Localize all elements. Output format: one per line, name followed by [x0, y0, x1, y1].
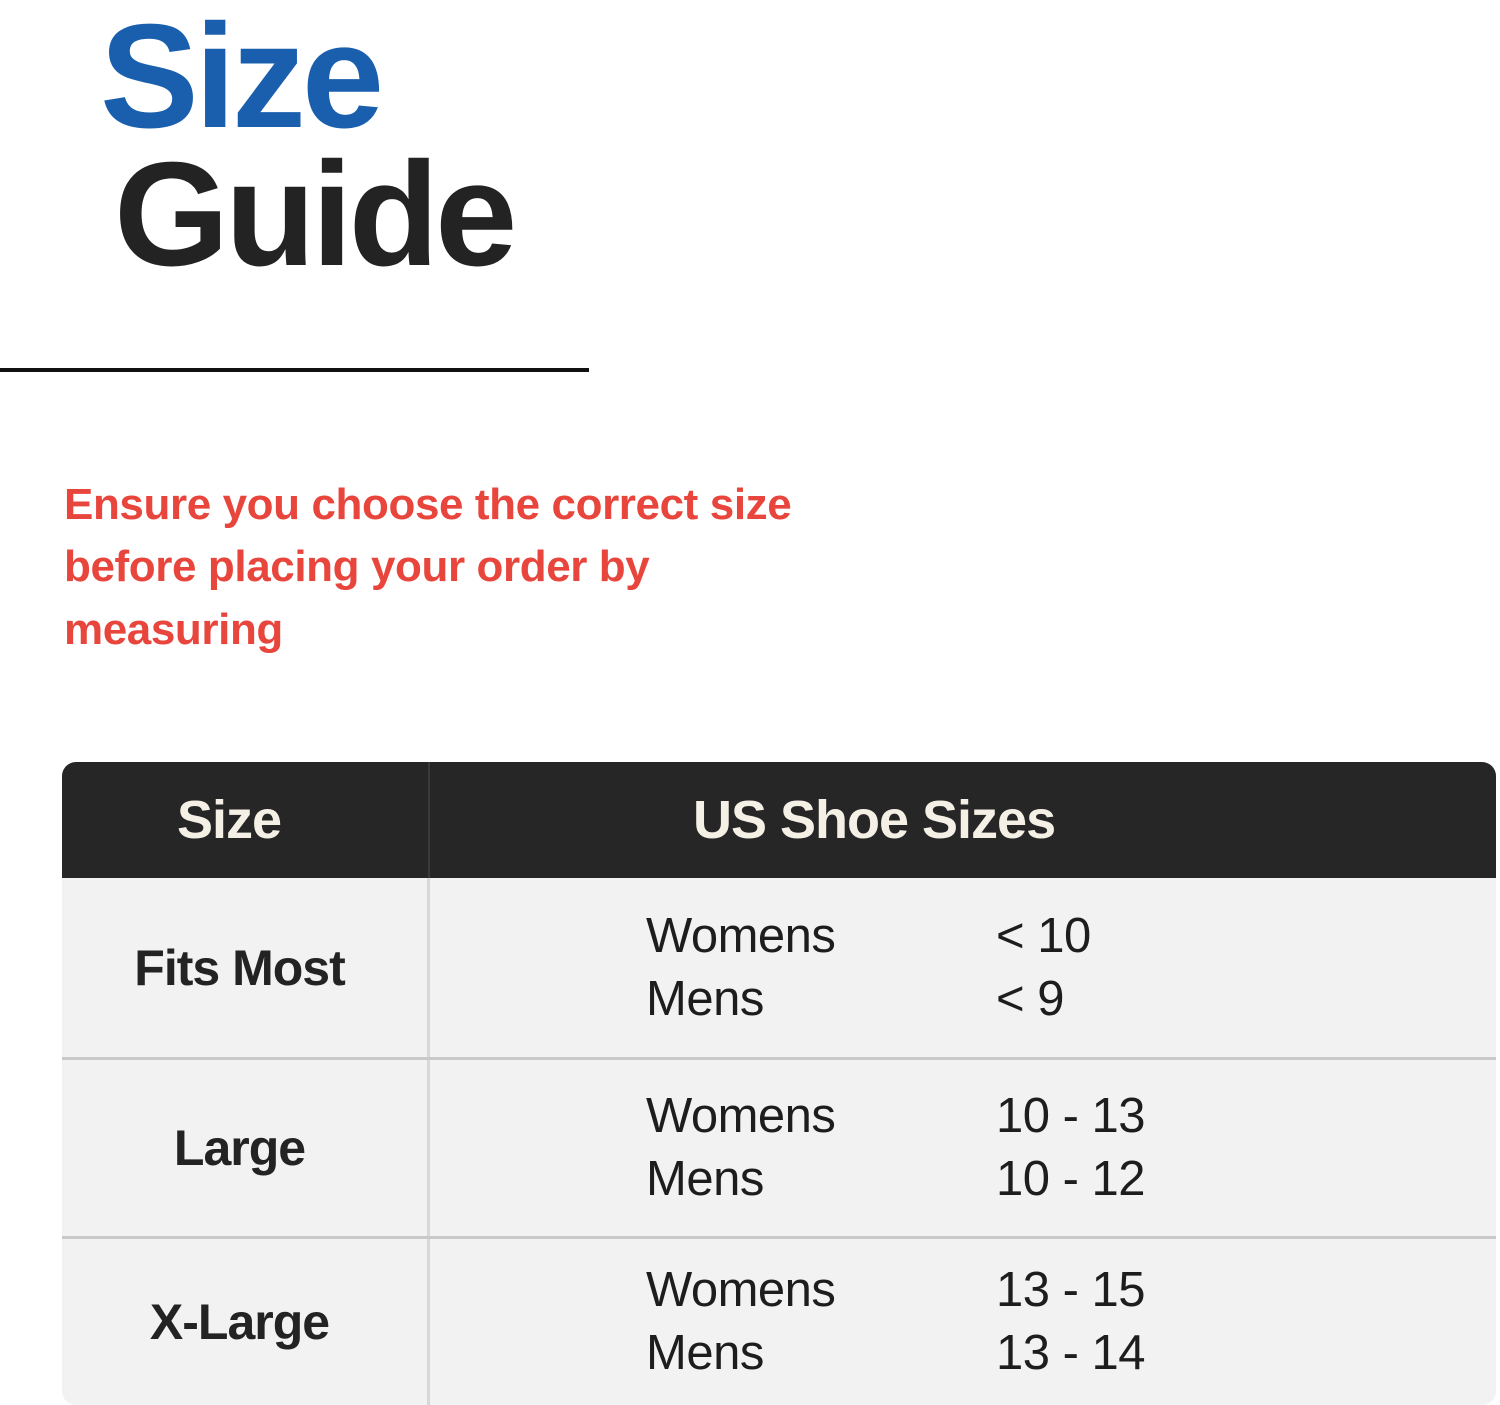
size-name-x-large: X-Large: [149, 1294, 330, 1350]
shoe-size-line: Womens 13 - 15: [646, 1259, 1496, 1322]
table-header-label-shoe-sizes: US Shoe Sizes: [693, 790, 1056, 850]
table-row: Fits Most Womens < 10 Mens < 9: [62, 878, 1496, 1057]
table-row: Large Womens 10 - 13 Mens 10 - 12: [62, 1057, 1496, 1236]
shoe-size-value: < 10: [996, 908, 1091, 963]
shoe-size-value: 10 - 12: [996, 1152, 1146, 1206]
table-header-cell-shoe-sizes: US Shoe Sizes: [430, 762, 1496, 878]
shoe-size-line: Womens 10 - 13: [646, 1085, 1496, 1148]
shoe-size-value: 13 - 14: [996, 1326, 1146, 1380]
page-title-line-size: Size: [100, 0, 384, 159]
shoe-gender-label: Womens: [646, 908, 836, 963]
shoe-gender-label: Mens: [646, 1152, 764, 1206]
shoe-size-line: Womens < 10: [646, 905, 1496, 968]
table-row: X-Large Womens 13 - 15 Mens 13 - 14: [62, 1236, 1496, 1405]
shoe-gender-label: Mens: [646, 971, 764, 1026]
table-cell-shoe-sizes: Womens < 10 Mens < 9: [430, 878, 1496, 1057]
shoe-size-value: 10 - 13: [996, 1089, 1146, 1144]
size-name-fits-most: Fits Most: [134, 939, 345, 996]
table-header-row: Size US Shoe Sizes: [62, 762, 1496, 878]
shoe-size-value: 13 - 15: [996, 1263, 1146, 1318]
shoe-size-line: Mens 13 - 14: [646, 1322, 1496, 1385]
table-cell-size: Fits Most: [62, 878, 430, 1057]
shoe-gender-label: Mens: [646, 1326, 764, 1380]
shoe-gender-label: Womens: [646, 1263, 836, 1318]
table-header-label-size: Size: [177, 790, 282, 850]
table-cell-shoe-sizes: Womens 10 - 13 Mens 10 - 12: [430, 1060, 1496, 1236]
page-title: Size Guide: [100, 0, 1100, 297]
table-cell-shoe-sizes: Womens 13 - 15 Mens 13 - 14: [430, 1239, 1496, 1405]
shoe-size-value: < 9: [996, 971, 1064, 1026]
table-cell-size: Large: [62, 1060, 430, 1236]
size-guide-table: Size US Shoe Sizes Fits Most Womens < 10…: [62, 762, 1496, 1405]
page-title-line-guide: Guide: [114, 131, 517, 297]
size-name-large: Large: [173, 1120, 306, 1176]
size-notice-text: Ensure you choose the correct size befor…: [64, 480, 792, 654]
shoe-size-line: Mens < 9: [646, 968, 1496, 1031]
shoe-gender-label: Womens: [646, 1089, 836, 1144]
shoe-size-line: Mens 10 - 12: [646, 1148, 1496, 1211]
title-divider: [0, 368, 589, 372]
table-cell-size: X-Large: [62, 1239, 430, 1405]
table-header-cell-size: Size: [62, 762, 430, 878]
